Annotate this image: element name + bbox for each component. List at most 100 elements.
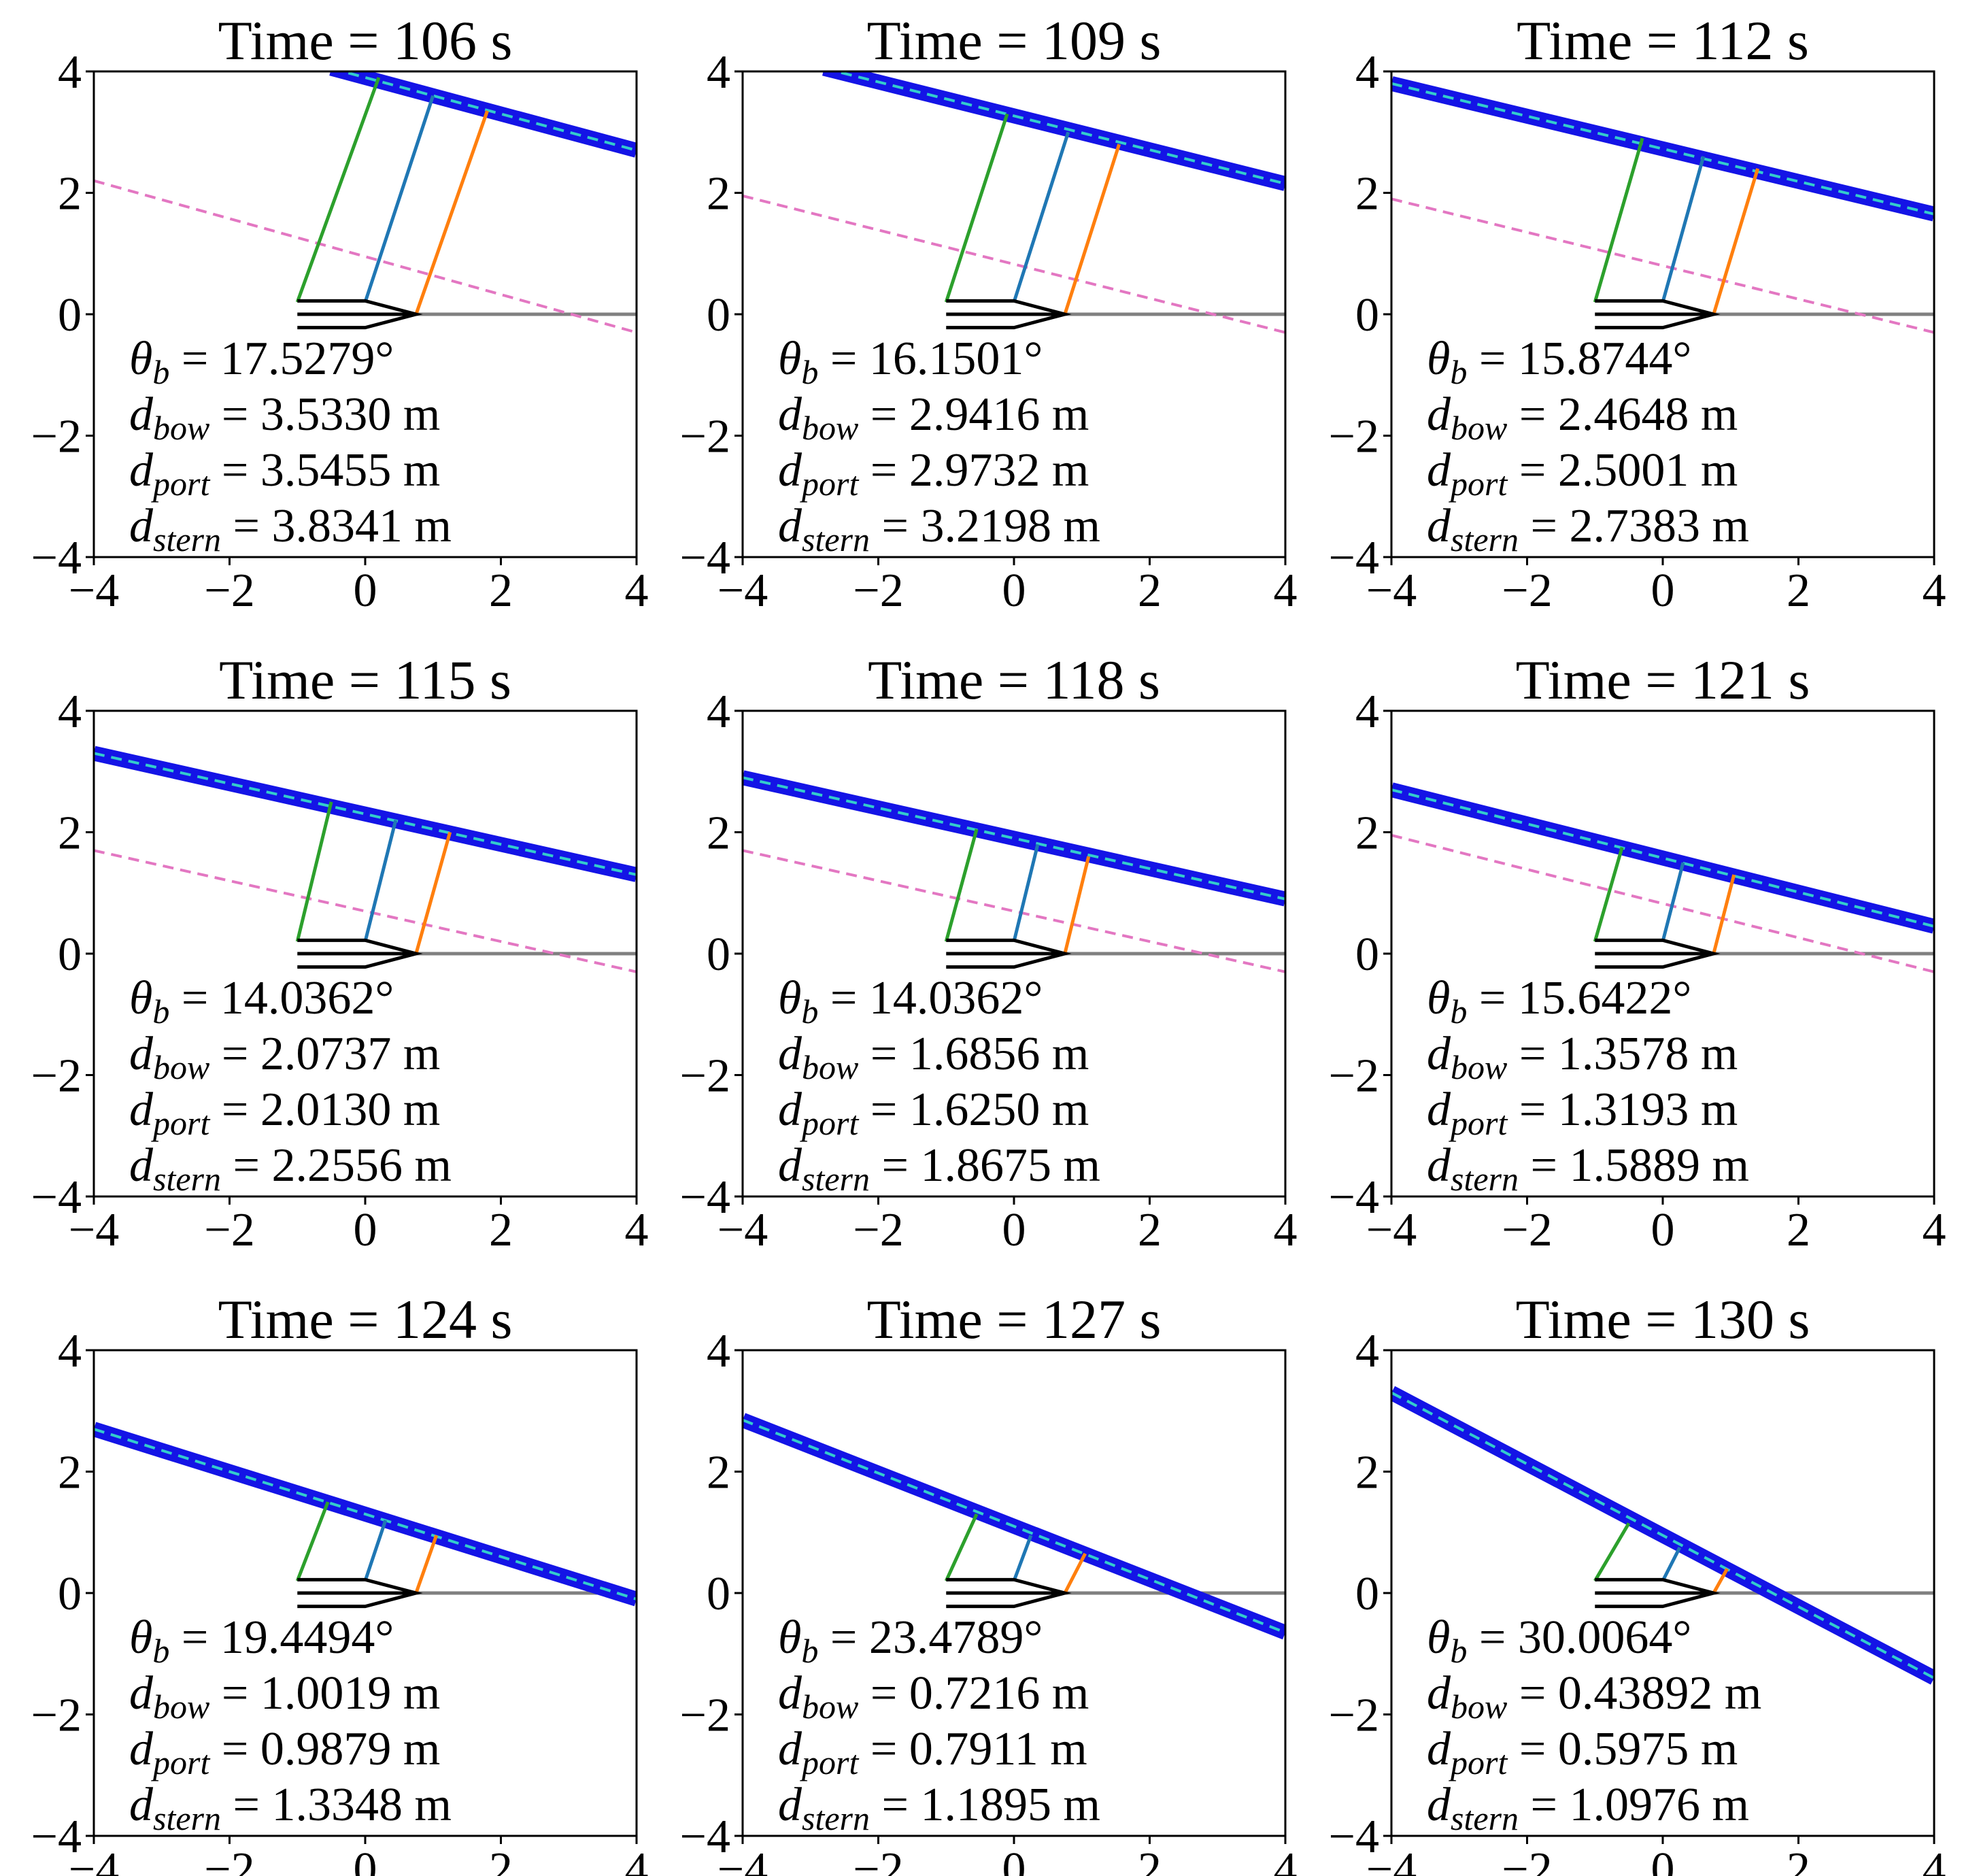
theta-b-subscript: b [152,1632,169,1670]
x-tick-label: 0 [354,565,377,617]
x-tick-label: −2 [1502,1204,1552,1256]
d-port-annotation: dport = 0.9879 m [129,1723,440,1781]
bow-distance-line [1593,1522,1631,1582]
d-bow-symbol: d [129,1028,154,1080]
theta-b-symbol: θ [778,972,801,1024]
d-port-subscript: port [151,1104,210,1142]
d-port-annotation: dport = 3.5455 m [129,444,440,503]
d-stern-annotation: dstern = 1.8675 m [778,1139,1100,1198]
theta-b-annotation: θb = 14.0362° [129,972,394,1031]
d-bow-symbol: d [778,1028,802,1080]
panel-title: Time = 109 s [867,10,1162,71]
y-tick-label: −2 [31,411,82,463]
theta-b-symbol: θ [778,333,801,385]
theta-b-subscript: b [801,992,818,1031]
reference-line [743,195,1285,334]
y-tick-label: −2 [680,1050,730,1103]
reference-line [743,849,1285,973]
theta-b-annotation: θb = 23.4789° [778,1611,1043,1670]
y-tick-label: 2 [707,807,730,860]
plot-area [94,1422,637,1609]
d-bow-annotation: dbow = 2.9416 m [778,388,1089,447]
d-bow-annotation: dbow = 1.6856 m [778,1028,1089,1086]
bow-distance-line [295,801,333,942]
wake-band [1391,782,1934,934]
plot-area [743,770,1285,973]
d-stern-symbol: d [1427,1779,1451,1831]
theta-b-annotation: θb = 14.0362° [778,972,1043,1031]
bow-distance-line [944,1513,979,1582]
d-port-symbol: d [778,1723,802,1775]
d-bow-subscript: bow [1451,1688,1507,1726]
reference-line [1391,834,1934,973]
d-port-value: = 1.6250 m [858,1084,1089,1136]
d-stern-subscript: stern [1451,1160,1519,1198]
stern-distance-line [1063,1552,1087,1594]
plot-area [94,71,637,334]
panel-title: Time = 127 s [867,1288,1162,1350]
d-port-annotation: dport = 1.6250 m [778,1084,1089,1142]
d-bow-annotation: dbow = 2.4648 m [1427,388,1738,447]
x-tick-label: 2 [489,1843,513,1876]
x-tick-label: 4 [625,1204,649,1256]
d-bow-symbol: d [778,1667,802,1720]
x-tick-label: −2 [204,1843,254,1876]
y-tick-label: 2 [58,1447,82,1499]
wake-centerline [743,1418,1285,1634]
wake-band [94,746,637,882]
d-bow-value: = 0.7216 m [858,1667,1089,1720]
panel-title: Time = 112 s [1517,10,1809,71]
x-tick-label: −4 [717,1843,768,1876]
y-tick-label: 2 [58,168,82,220]
x-tick-label: 0 [1651,1204,1675,1256]
theta-b-symbol: θ [129,1611,152,1664]
panel-title: Time = 106 s [218,10,513,71]
y-tick-label: 4 [1355,46,1379,99]
wake-centerline [1391,1391,1934,1679]
d-port-subscript: port [1449,465,1508,503]
d-stern-value: = 2.7383 m [1519,500,1749,552]
d-bow-value: = 2.4648 m [1507,388,1738,441]
d-bow-annotation: dbow = 2.0737 m [129,1028,440,1086]
port-distance-line [363,820,398,942]
y-tick-label: 0 [58,289,82,341]
y-tick-label: 2 [1355,168,1379,220]
theta-b-annotation: θb = 19.4494° [129,1611,394,1670]
x-tick-label: 0 [1002,565,1026,617]
d-port-value: = 0.5975 m [1507,1723,1738,1775]
x-tick-label: −4 [717,1204,768,1256]
y-tick-label: −4 [680,532,730,584]
y-tick-label: −2 [31,1690,82,1742]
d-bow-annotation: dbow = 0.43892 m [1427,1667,1761,1726]
x-tick-label: 4 [625,1843,649,1876]
theta-b-subscript: b [1450,1632,1467,1670]
stern-distance-line [414,110,489,315]
y-tick-label: −4 [31,1811,82,1863]
bow-distance-line [1593,847,1624,942]
d-port-symbol: d [129,444,154,497]
d-stern-annotation: dstern = 3.2198 m [778,500,1100,558]
x-tick-label: 4 [1923,1843,1946,1876]
theta-b-value: = 15.6422° [1467,972,1691,1024]
reference-line [94,849,637,973]
d-stern-symbol: d [778,500,802,552]
d-bow-value: = 1.3578 m [1507,1028,1738,1080]
d-port-annotation: dport = 2.5001 m [1427,444,1738,503]
y-tick-label: 2 [707,168,730,220]
d-port-symbol: d [129,1723,154,1775]
y-tick-label: 4 [58,686,82,738]
y-tick-label: −4 [31,1171,82,1224]
stern-distance-line [1712,168,1760,315]
theta-b-symbol: θ [1427,972,1450,1024]
y-tick-label: −4 [1329,1811,1379,1863]
d-port-subscript: port [151,1743,210,1781]
y-tick-label: −2 [680,411,730,463]
wake-centerline [94,752,637,876]
x-tick-label: −2 [1502,565,1552,617]
x-tick-label: −2 [204,565,254,617]
x-tick-label: 2 [1787,1843,1810,1876]
d-bow-value: = 0.43892 m [1507,1667,1761,1720]
theta-b-value: = 23.4789° [818,1611,1043,1664]
